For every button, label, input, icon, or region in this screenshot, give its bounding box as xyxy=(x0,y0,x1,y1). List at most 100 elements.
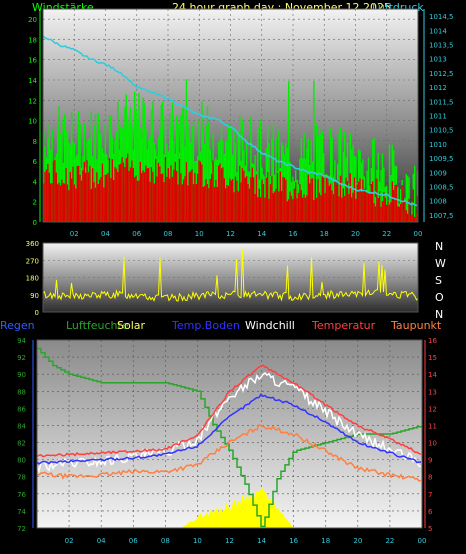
wind-time-label: 16 xyxy=(289,230,298,238)
wind-average-bar xyxy=(212,160,214,222)
wind-gust-bar xyxy=(104,123,106,222)
wind-gust-bar xyxy=(306,148,308,222)
wind-gust-bar xyxy=(286,147,288,222)
wind-gust-bar xyxy=(43,131,45,222)
wind-average-bar xyxy=(122,162,125,222)
wind-gust-bar xyxy=(260,120,262,222)
wind-gust-bar xyxy=(142,97,144,222)
wind-average-bar xyxy=(73,184,76,222)
wind-gust-bar xyxy=(338,132,340,222)
wind-gust-bar xyxy=(135,110,137,222)
humidity-tick-label: 78 xyxy=(17,474,26,482)
wind-average-bar xyxy=(395,184,398,222)
wind-average-bar xyxy=(141,172,143,222)
wind-average-bar xyxy=(108,158,111,222)
wind-average-bar xyxy=(131,160,133,222)
legend-solar: Solar xyxy=(117,319,146,332)
wind-gust-bar xyxy=(414,165,416,222)
wind-average-bar xyxy=(142,170,144,222)
wind-average-bar xyxy=(202,187,204,222)
wind-average-bar xyxy=(143,172,146,222)
wind-time-label: 18 xyxy=(320,230,329,238)
wind-gust-bar xyxy=(316,124,318,222)
wind-average-bar xyxy=(85,172,87,222)
wind-average-bar xyxy=(170,165,172,222)
wind-average-bar xyxy=(313,199,315,222)
compass-north-top: N xyxy=(435,240,444,253)
wind-time-label: 20 xyxy=(351,230,360,238)
wind-average-bar xyxy=(222,167,224,222)
wind-gust-bar xyxy=(68,141,70,222)
temperature-tick-label: 7 xyxy=(428,491,432,499)
wind-average-bar xyxy=(206,183,209,222)
wind-gust-bar xyxy=(339,127,342,222)
direction-tick-label: 0 xyxy=(35,309,39,317)
compass-north-bottom: N xyxy=(435,308,444,321)
wind-average-bar xyxy=(323,177,325,222)
wind-average-bar xyxy=(251,167,253,222)
wind-average-bar xyxy=(250,177,252,222)
wind-average-bar xyxy=(292,199,294,222)
wind-average-bar xyxy=(205,179,207,222)
wind-average-bar xyxy=(80,180,83,222)
wind-average-bar xyxy=(261,179,263,222)
wind-average-bar xyxy=(71,178,73,222)
wind-average-bar xyxy=(348,194,350,222)
wind-average-bar xyxy=(269,184,272,222)
wind-gust-bar xyxy=(407,175,409,222)
pressure-tick-label: 1013,5 xyxy=(429,42,454,50)
wind-gust-bar xyxy=(386,185,388,222)
wind-average-bar xyxy=(61,179,63,222)
wind-gust-bar xyxy=(281,141,283,222)
pressure-tick-label: 1009,5 xyxy=(429,155,454,163)
wind-average-bar xyxy=(145,165,147,222)
wind-average-bar xyxy=(362,179,364,222)
wind-gust-bar xyxy=(257,127,259,222)
wind-average-bar xyxy=(306,195,308,222)
wind-average-bar xyxy=(92,168,94,222)
humidity-line xyxy=(37,347,422,528)
wind-gust-bar xyxy=(390,175,392,222)
wind-average-bar xyxy=(50,183,52,222)
wind-time-label: 02 xyxy=(70,230,79,238)
wind-tick-label: 20 xyxy=(28,16,37,24)
wind-tick-label: 8 xyxy=(33,138,37,146)
wind-average-bar xyxy=(327,182,329,222)
wind-average-bar xyxy=(69,172,71,222)
temp-time-label: 16 xyxy=(289,537,298,545)
wind-gust-bar xyxy=(51,129,53,222)
wind-average-bar xyxy=(188,172,190,222)
wind-average-bar xyxy=(48,172,50,222)
wind-average-bar xyxy=(65,167,67,222)
wind-average-bar xyxy=(314,178,316,222)
wind-average-bar xyxy=(246,176,248,222)
wind-average-bar xyxy=(363,188,365,222)
wind-tick-label: 14 xyxy=(28,77,37,85)
wind-average-bar xyxy=(337,180,339,222)
wind-average-bar xyxy=(68,190,70,222)
wind-average-bar xyxy=(43,183,45,222)
dewpoint-line xyxy=(36,424,422,482)
wind-gust-bar xyxy=(99,133,101,222)
wind-average-bar xyxy=(391,181,393,222)
wind-average-bar xyxy=(104,174,106,222)
legend-temp-boden: Temp.Boden xyxy=(172,319,240,332)
wind-average-bar xyxy=(244,177,246,222)
wind-average-bar xyxy=(110,178,112,222)
wind-average-bar xyxy=(258,188,260,222)
wind-average-bar xyxy=(394,185,396,222)
wind-average-bar xyxy=(387,201,389,222)
wind-average-bar xyxy=(356,184,358,222)
wind-average-bar xyxy=(191,169,193,222)
wind-gust-bar xyxy=(206,105,209,222)
wind-gust-bar xyxy=(381,153,384,222)
wind-average-bar xyxy=(136,180,139,222)
wind-gust-bar xyxy=(208,122,210,222)
wind-average-bar xyxy=(219,163,221,222)
wind-average-bar xyxy=(390,202,392,222)
legend-temperatur: Temperatur xyxy=(312,319,376,332)
wind-average-bar xyxy=(180,173,182,222)
wind-gust-bar xyxy=(302,158,304,222)
wind-average-bar xyxy=(204,185,206,222)
